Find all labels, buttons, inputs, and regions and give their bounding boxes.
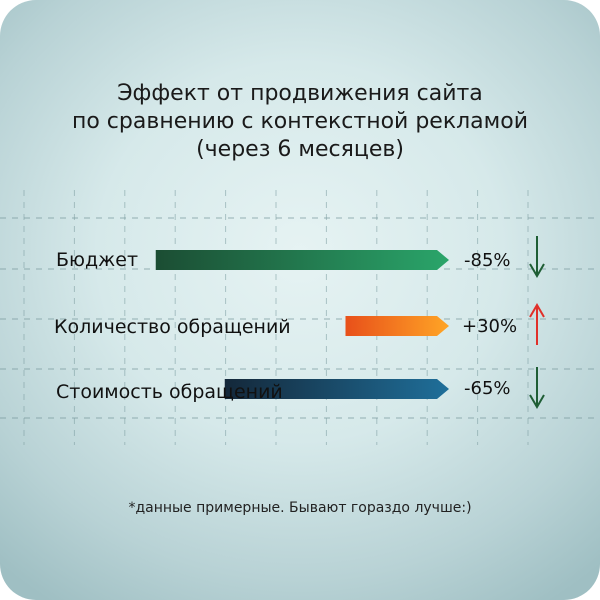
- value-label-cost: -65%: [464, 378, 511, 399]
- footnote: *данные примерные. Бывают гораздо лучше:…: [128, 500, 472, 516]
- value-label-requests: +30%: [462, 316, 518, 337]
- chart-title: Эффект от продвижения сайта по сравнению…: [0, 80, 600, 164]
- arrow-up-icon: [529, 303, 545, 345]
- title-line-1: Эффект от продвижения сайта: [117, 81, 483, 106]
- bar-cost: [224, 379, 449, 399]
- arrow-down-icon: [529, 367, 545, 409]
- category-label-budget: Бюджет: [56, 249, 139, 271]
- arrow-down-icon: [529, 236, 545, 278]
- bar-budget: [155, 250, 449, 270]
- title-line-3: (через 6 месяцев): [196, 137, 404, 162]
- category-label-requests: Количество обращений: [54, 316, 291, 338]
- category-label-cost: Стоимость обращений: [56, 381, 283, 403]
- value-label-budget: -85%: [464, 250, 511, 271]
- arrows-group: [529, 236, 545, 409]
- title-line-2: по сравнению с контекстной рекламой: [71, 109, 529, 134]
- bar-requests: [345, 316, 449, 336]
- bars-group: [155, 250, 449, 399]
